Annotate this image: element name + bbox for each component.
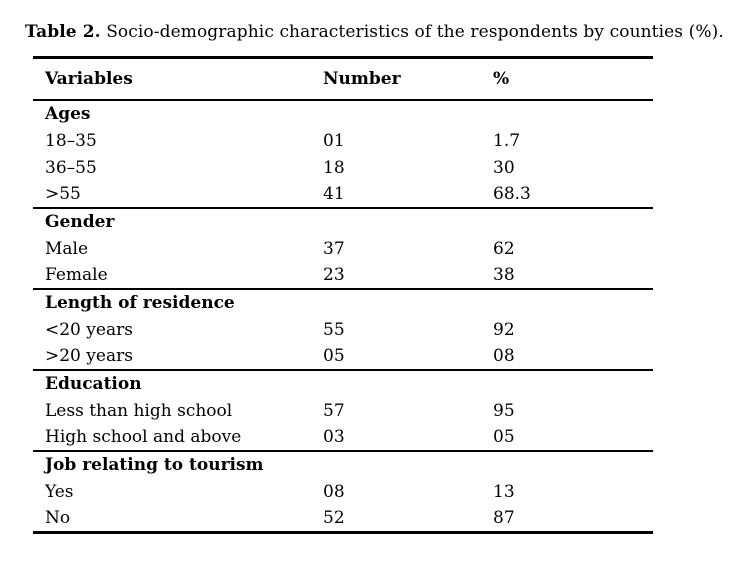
variable-cell: <20 years <box>45 319 133 340</box>
section-row-length-of-residence: Length of residence <box>33 288 653 316</box>
percent-cell: 68.3 <box>493 184 531 204</box>
variable-cell: >55 <box>45 184 81 204</box>
table-row: 18–35 01 1.7 <box>33 127 653 154</box>
table-row: Male 37 62 <box>33 235 653 262</box>
column-header-variables: Variables <box>33 57 323 101</box>
percent-cell: 87 <box>493 507 515 528</box>
table-row: No 52 87 <box>33 505 653 532</box>
section-row-gender: Gender <box>33 207 653 235</box>
table-caption: Table 2. Socio-demographic characteristi… <box>0 0 747 43</box>
number-cell: 03 <box>323 427 345 447</box>
table-row: Less than high school 57 95 <box>33 397 653 424</box>
table-row: High school and above 03 05 <box>33 424 653 451</box>
table-row: >55 41 68.3 <box>33 181 653 208</box>
variable-cell: Less than high school <box>45 400 233 421</box>
section-row-education: Education <box>33 369 653 397</box>
percent-cell: 08 <box>493 346 515 366</box>
section-row-job-relating-to-tourism: Job relating to tourism <box>33 450 653 478</box>
section-header: Gender <box>33 207 653 235</box>
percent-cell: 1.7 <box>493 130 521 151</box>
table-row: <20 years 55 92 <box>33 316 653 343</box>
variable-cell: No <box>45 507 71 528</box>
variable-cell: Yes <box>45 481 74 502</box>
variable-cell: Male <box>45 238 89 259</box>
number-cell: 57 <box>323 400 345 421</box>
variable-cell: 18–35 <box>45 130 97 151</box>
column-header-number: Number <box>323 57 493 101</box>
table-caption-text: Socio-demographic characteristics of the… <box>106 22 724 42</box>
variable-cell: High school and above <box>45 427 242 447</box>
number-cell: 05 <box>323 346 345 366</box>
percent-cell: 38 <box>493 265 515 285</box>
number-cell: 52 <box>323 507 345 528</box>
section-row-ages: Ages <box>33 99 653 127</box>
number-cell: 55 <box>323 319 345 340</box>
socio-demographic-table: Variables Number % Ages 18–35 01 1.7 36–… <box>33 56 653 534</box>
percent-cell: 30 <box>493 157 515 178</box>
column-header-percent: % <box>493 57 653 101</box>
section-header: Job relating to tourism <box>33 450 653 478</box>
table-row: Female 23 38 <box>33 262 653 289</box>
table-caption-label: Table 2. <box>25 22 101 42</box>
percent-cell: 92 <box>493 319 515 340</box>
header-row: Variables Number % <box>33 57 653 101</box>
percent-cell: 95 <box>493 400 515 421</box>
number-cell: 23 <box>323 265 345 285</box>
variable-cell: >20 years <box>45 346 133 366</box>
number-cell: 08 <box>323 481 345 502</box>
variable-cell: Female <box>45 265 108 285</box>
table-row: 36–55 18 30 <box>33 154 653 181</box>
number-cell: 18 <box>323 157 345 178</box>
section-header: Education <box>33 369 653 397</box>
table-row: Yes 08 13 <box>33 478 653 505</box>
number-cell: 37 <box>323 238 345 259</box>
section-header: Length of residence <box>33 288 653 316</box>
number-cell: 41 <box>323 184 345 204</box>
table-row: >20 years 05 08 <box>33 343 653 370</box>
number-cell: 01 <box>323 130 345 151</box>
percent-cell: 62 <box>493 238 515 259</box>
variable-cell: 36–55 <box>45 157 97 178</box>
percent-cell: 13 <box>493 481 515 502</box>
section-header: Ages <box>33 99 653 127</box>
percent-cell: 05 <box>493 427 515 447</box>
